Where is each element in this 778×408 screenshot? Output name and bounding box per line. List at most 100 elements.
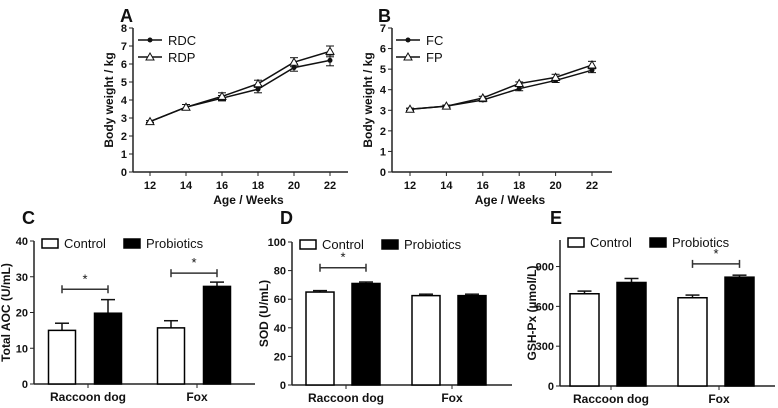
y-tick-label: 0 bbox=[121, 167, 127, 179]
category-label: Fox bbox=[441, 391, 463, 405]
significance-star: * bbox=[191, 255, 196, 270]
panel-label: B bbox=[378, 6, 391, 26]
y-tick-label: 100 bbox=[268, 237, 286, 249]
y-tick-label: 3 bbox=[121, 113, 127, 125]
bar-probiotics bbox=[457, 294, 487, 386]
data-point-FP bbox=[477, 92, 488, 102]
y-tick-label: 2 bbox=[121, 131, 127, 143]
x-tick-label: 16 bbox=[216, 180, 228, 192]
legend-marker bbox=[147, 37, 153, 43]
y-tick-label: 900 bbox=[536, 262, 554, 274]
x-tick-label: 12 bbox=[144, 180, 156, 192]
legend-swatch-probiotics bbox=[381, 239, 399, 250]
y-tick-label: 20 bbox=[16, 308, 28, 320]
y-tick-label: 80 bbox=[274, 266, 286, 278]
y-axis-label: Body weight / kg bbox=[361, 52, 375, 147]
y-tick-label: 5 bbox=[380, 64, 386, 76]
y-tick-label: 4 bbox=[380, 85, 387, 97]
x-tick-label: 18 bbox=[252, 180, 264, 192]
bar-control bbox=[569, 293, 600, 387]
data-point-FP bbox=[441, 101, 452, 110]
legend-marker bbox=[145, 51, 155, 61]
significance-star: * bbox=[82, 271, 87, 286]
y-tick-label: 8 bbox=[121, 23, 127, 35]
x-tick-label: 16 bbox=[477, 180, 489, 192]
y-tick-label: 0 bbox=[22, 379, 28, 391]
x-tick-label: 14 bbox=[440, 180, 453, 192]
significance-star: * bbox=[340, 250, 345, 265]
legend-swatch-probiotics bbox=[649, 237, 667, 248]
series-line-FP bbox=[409, 64, 593, 111]
y-tick-label: 1 bbox=[380, 146, 386, 158]
y-tick-label: 6 bbox=[380, 44, 386, 56]
y-tick-label: 3 bbox=[380, 105, 386, 117]
y-tick-label: 40 bbox=[274, 323, 286, 335]
data-point-FP bbox=[587, 60, 597, 69]
legend-label: FC bbox=[426, 33, 443, 48]
y-tick-label: 4 bbox=[121, 95, 128, 107]
data-point-RDP bbox=[145, 116, 155, 126]
panel-label: D bbox=[280, 208, 293, 228]
x-tick-label: 12 bbox=[404, 180, 416, 192]
bar-control bbox=[677, 296, 708, 387]
y-tick-label: 1 bbox=[121, 149, 127, 161]
x-tick-label: 22 bbox=[324, 180, 336, 192]
series-line-RDC bbox=[149, 59, 331, 123]
legend-marker bbox=[405, 37, 411, 43]
series-line-FC bbox=[409, 69, 593, 111]
data-point-FP bbox=[405, 104, 415, 113]
y-tick-label: 2 bbox=[380, 126, 386, 138]
legend-swatch-control bbox=[567, 237, 585, 248]
data-point-RDC bbox=[327, 57, 333, 63]
y-tick-label: 5 bbox=[121, 77, 127, 89]
y-tick-label: 40 bbox=[16, 236, 28, 248]
series-line-RDP bbox=[149, 50, 331, 123]
data-point-RDP bbox=[289, 57, 299, 66]
y-tick-label: 30 bbox=[16, 272, 28, 284]
legend-label: Probiotics bbox=[146, 236, 204, 251]
panel-label: C bbox=[22, 208, 35, 228]
significance-star: * bbox=[713, 246, 718, 261]
data-point-RDP bbox=[325, 46, 335, 55]
category-label: Raccoon dog bbox=[308, 391, 384, 405]
data-point-RDP bbox=[217, 91, 227, 100]
data-point-FP bbox=[514, 78, 525, 88]
x-axis-label: Age / Weeks bbox=[213, 193, 284, 207]
bar-probiotics bbox=[724, 276, 755, 387]
data-point-RDP bbox=[253, 78, 263, 88]
data-point-RDC bbox=[255, 86, 261, 92]
y-tick-label: 0 bbox=[380, 167, 386, 179]
category-label: Raccoon dog bbox=[573, 392, 649, 406]
bar-control bbox=[156, 327, 186, 385]
bar-probiotics bbox=[351, 282, 381, 386]
y-tick-label: 7 bbox=[121, 41, 127, 53]
y-tick-label: 60 bbox=[274, 294, 286, 306]
y-tick-label: 7 bbox=[380, 23, 386, 35]
legend-label: Control bbox=[322, 237, 364, 252]
data-point-FC bbox=[516, 86, 522, 92]
legend-swatch-control bbox=[41, 238, 59, 249]
legend-label: Control bbox=[590, 235, 632, 250]
legend-swatch-probiotics bbox=[123, 238, 141, 249]
legend-label: RDC bbox=[168, 33, 196, 48]
x-tick-label: 22 bbox=[586, 180, 598, 192]
x-tick-label: 14 bbox=[180, 180, 193, 192]
legend-label: Probiotics bbox=[404, 237, 462, 252]
category-label: Raccoon dog bbox=[50, 390, 126, 404]
y-tick-label: 0 bbox=[548, 381, 554, 393]
x-tick-label: 20 bbox=[549, 180, 561, 192]
x-tick-label: 18 bbox=[513, 180, 525, 192]
category-label: Fox bbox=[186, 390, 208, 404]
y-tick-label: 300 bbox=[536, 341, 554, 353]
y-tick-label: 600 bbox=[536, 301, 554, 313]
bar-control bbox=[305, 291, 335, 386]
x-axis-label: Age / Weeks bbox=[475, 193, 546, 207]
legend-label: Probiotics bbox=[672, 235, 730, 250]
bar-probiotics bbox=[93, 312, 123, 385]
y-tick-label: 0 bbox=[280, 380, 286, 392]
legend-marker bbox=[403, 51, 413, 61]
legend-label: RDP bbox=[168, 50, 195, 65]
bar-probiotics bbox=[616, 281, 647, 387]
